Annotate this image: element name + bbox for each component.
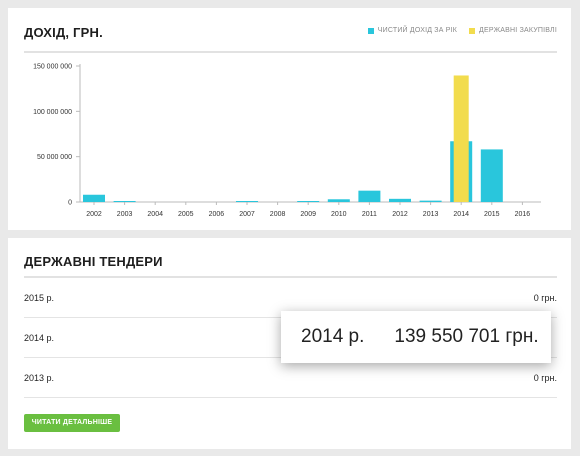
tenders-title-divider <box>24 276 557 278</box>
bar-net-income-2011[interactable] <box>358 190 381 202</box>
tender-row-year: 2013 р. <box>24 373 55 383</box>
bar-net-income-2007[interactable] <box>236 201 258 202</box>
bar-net-income-2010[interactable] <box>327 199 350 202</box>
y-tick-label: 0 <box>68 200 72 207</box>
x-tick-label: 2014 <box>453 211 469 218</box>
income-bar-chart: 150 000 000 100 000 000 50 000 000 0 2002 200… <box>33 64 541 218</box>
tender-row-year: 2015 р. <box>24 293 55 303</box>
highlight-amount: 139 550 701 грн. <box>394 326 539 347</box>
x-tick-label: 2005 <box>178 211 194 218</box>
tenders-title: ДЕРЖАВНІ ТЕНДЕРИ <box>24 254 163 269</box>
tender-row-amount: 0 грн. <box>533 293 557 303</box>
legend-label-net-income: ЧИСТИЙ ДОХІД ЗА РІК <box>377 27 458 34</box>
legend-swatch-procurement <box>469 27 476 34</box>
bar-procurement-2014[interactable] <box>453 75 469 202</box>
y-tick-label: 150 000 000 <box>33 64 72 71</box>
x-tick-label: 2006 <box>209 211 225 218</box>
legend-swatch-net-income <box>367 27 374 34</box>
x-tick-label: 2003 <box>117 211 133 218</box>
x-tick-label: 2009 <box>300 211 316 218</box>
highlight-year: 2014 р. <box>301 326 365 347</box>
x-tick-label: 2011 <box>362 211 377 218</box>
x-tick-label: 2002 <box>86 211 102 218</box>
income-card: ДОХІД, ГРН. ЧИСТИЙ ДОХІД ЗА РІК ДЕРЖАВНІ… <box>8 8 571 230</box>
bar-net-income-2012[interactable] <box>389 198 411 202</box>
x-tick-label: 2015 <box>484 211 500 218</box>
bar-net-income-2015[interactable] <box>480 149 503 202</box>
chart-legend: ЧИСТИЙ ДОХІД ЗА РІК ДЕРЖАВНІ ЗАКУПІВЛІ <box>367 27 557 34</box>
income-title: ДОХІД, ГРН. <box>24 25 103 40</box>
x-tick-label: 2010 <box>331 211 347 218</box>
bar-net-income-2002[interactable] <box>83 194 105 202</box>
legend-label-procurement: ДЕРЖАВНІ ЗАКУПІВЛІ <box>479 27 557 34</box>
bar-net-income-2009[interactable] <box>297 201 320 202</box>
y-tick-label: 100 000 000 <box>33 109 72 116</box>
x-tick-label: 2004 <box>147 211 163 218</box>
tender-row-year: 2014 р. <box>24 333 55 343</box>
legend-item-net-income[interactable]: ЧИСТИЙ ДОХІД ЗА РІК <box>367 27 458 34</box>
bar-net-income-2013[interactable] <box>419 200 442 202</box>
legend-item-procurement[interactable]: ДЕРЖАВНІ ЗАКУПІВЛІ <box>469 27 557 34</box>
bar-net-income-2003[interactable] <box>113 201 136 202</box>
read-more-button[interactable]: ЧИТАТИ ДЕТАЛЬНІШЕ <box>24 414 120 432</box>
x-tick-label: 2016 <box>515 211 531 218</box>
x-tick-label: 2008 <box>270 211 286 218</box>
tender-highlight-popup: 2014 р. 139 550 701 грн. <box>281 311 551 363</box>
tender-row-2013[interactable]: 2013 р. 0 грн. <box>24 358 557 398</box>
y-tick-label: 50 000 000 <box>37 154 72 161</box>
x-tick-label: 2012 <box>392 211 408 218</box>
income-title-divider <box>24 51 557 53</box>
x-tick-label: 2013 <box>423 211 439 218</box>
x-tick-label: 2007 <box>239 211 255 218</box>
tender-row-amount: 0 грн. <box>533 373 557 383</box>
